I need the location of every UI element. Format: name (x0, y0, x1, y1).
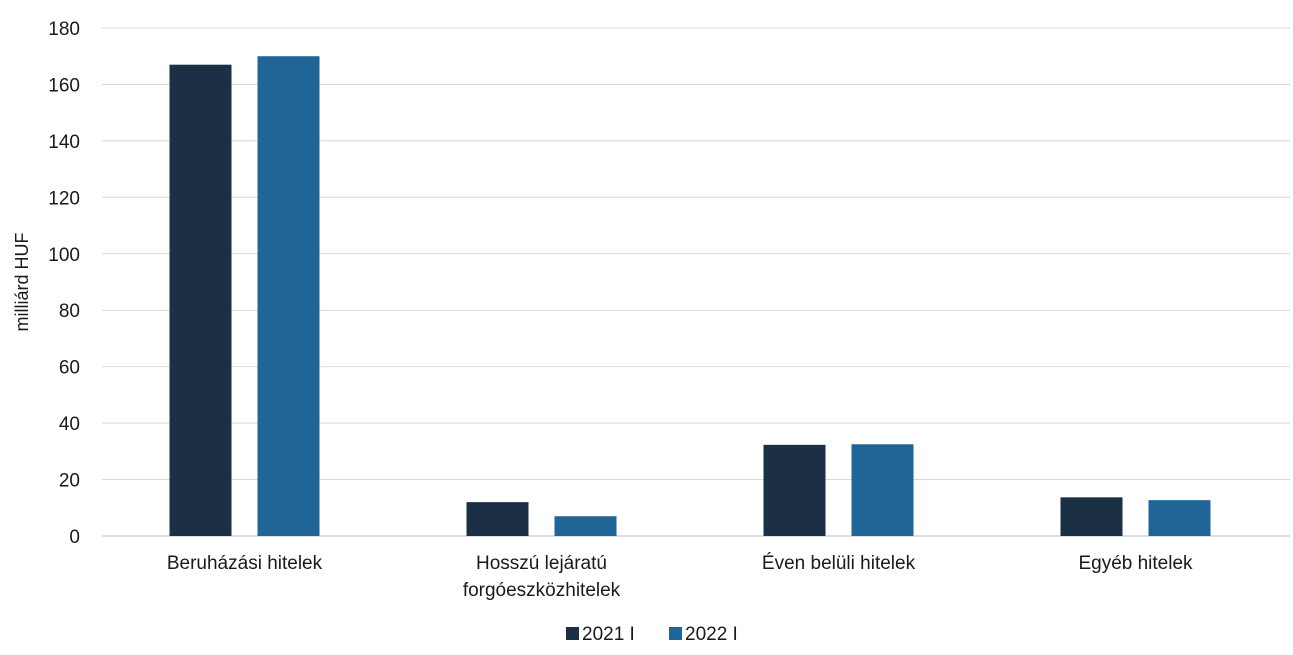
bar (1148, 500, 1211, 536)
x-category-label: Egyéb hitelek (1078, 553, 1193, 574)
y-axis-label: milliárd HUF (12, 232, 32, 331)
bar (257, 56, 320, 536)
bar (466, 502, 529, 536)
bar (763, 444, 826, 536)
legend-label: 2021 I (582, 624, 635, 645)
x-category-label-line: Egyéb hitelek (1078, 553, 1193, 574)
legend: 2021 I 2022 I (566, 624, 738, 645)
x-category-label: Beruházási hitelek (167, 553, 323, 574)
x-category-label: Hosszú lejáratú forgóeszközhitelek (463, 553, 621, 601)
y-tick-label: 180 (48, 19, 80, 40)
x-category-label-line: Hosszú lejáratú (476, 553, 607, 574)
bar (554, 516, 617, 536)
y-tick-label: 80 (59, 301, 80, 322)
y-tick-label: 120 (48, 188, 80, 209)
legend-label: 2022 I (685, 624, 738, 645)
y-axis-ticks: 0 20 40 60 80 100 120 140 160 180 (48, 19, 80, 548)
y-tick-label: 40 (59, 414, 80, 435)
x-category-label-line: Éven belüli hitelek (762, 553, 916, 574)
y-tick-label: 20 (59, 471, 80, 492)
bar (169, 64, 232, 536)
bars (169, 56, 1211, 536)
bar (1060, 497, 1123, 536)
legend-swatch (566, 627, 579, 640)
y-tick-label: 60 (59, 358, 80, 379)
bar (851, 444, 914, 536)
x-axis-categories: Beruházási hitelek Hosszú lejáratú forgóes… (167, 553, 1193, 601)
y-tick-label: 100 (48, 245, 80, 266)
x-category-label: Éven belüli hitelek (762, 553, 916, 574)
y-tick-label: 160 (48, 75, 80, 96)
x-category-label-line: forgóeszközhitelek (463, 580, 621, 601)
y-tick-label: 140 (48, 132, 80, 153)
y-tick-label: 0 (69, 527, 80, 548)
x-category-label-line: Beruházási hitelek (167, 553, 323, 574)
legend-swatch (669, 627, 682, 640)
